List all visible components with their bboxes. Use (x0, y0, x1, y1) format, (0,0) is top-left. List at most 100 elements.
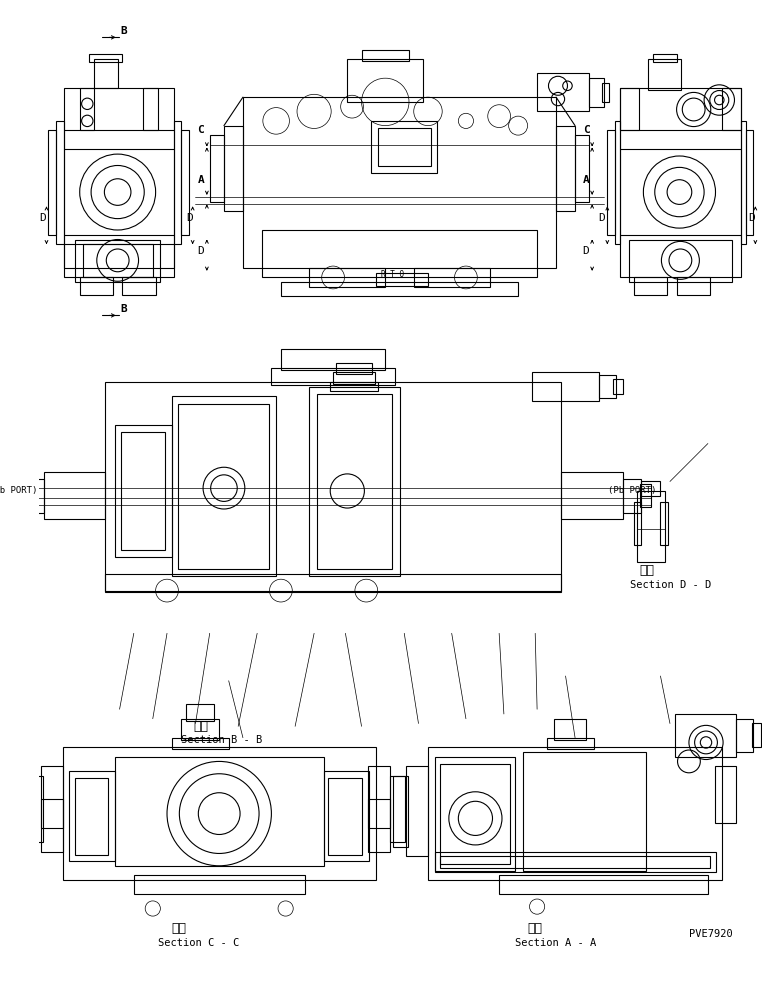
Bar (736, 719, 754, 752)
Bar (121, 432, 165, 550)
Bar (27, 776, 43, 843)
Bar (642, 481, 661, 496)
Bar (653, 54, 677, 62)
Bar (49, 131, 56, 235)
Bar (115, 424, 171, 558)
Bar (602, 82, 610, 102)
Bar (637, 491, 665, 562)
Bar (336, 363, 372, 374)
Bar (181, 131, 189, 235)
Bar (746, 131, 754, 235)
Bar (41, 799, 62, 828)
Text: R T O: R T O (380, 270, 404, 280)
Bar (75, 778, 108, 855)
Bar (115, 757, 324, 866)
Bar (677, 278, 710, 295)
Text: (Pb PORT): (Pb PORT) (0, 486, 37, 495)
Bar (639, 484, 651, 507)
Bar (186, 704, 214, 721)
Bar (271, 367, 395, 385)
Bar (174, 121, 181, 245)
Text: Section C - C: Section C - C (158, 938, 239, 948)
Bar (589, 79, 604, 107)
Text: A: A (197, 175, 204, 185)
Bar (80, 87, 94, 131)
Bar (262, 230, 537, 278)
Bar (309, 268, 386, 287)
Bar (178, 404, 270, 569)
Bar (56, 121, 63, 245)
Bar (82, 245, 152, 278)
Bar (89, 54, 123, 62)
Bar (105, 382, 561, 590)
Text: B: B (120, 303, 127, 313)
Bar (533, 372, 599, 401)
Bar (368, 799, 390, 828)
Text: D: D (39, 212, 46, 223)
Bar (62, 747, 376, 880)
Bar (15, 484, 27, 507)
Bar (620, 87, 639, 131)
Bar (393, 776, 408, 846)
Bar (171, 396, 276, 576)
Bar (634, 503, 642, 545)
Bar (722, 87, 741, 131)
Bar (440, 764, 510, 864)
Bar (224, 126, 243, 211)
Bar (615, 121, 620, 245)
Bar (546, 737, 594, 749)
Bar (537, 74, 589, 111)
Text: Section D - D: Section D - D (630, 579, 712, 590)
Bar (620, 87, 741, 278)
Bar (80, 278, 113, 295)
Bar (43, 472, 105, 519)
Bar (561, 472, 623, 519)
Bar (428, 747, 722, 880)
Text: 断面: 断面 (194, 720, 209, 734)
Bar (281, 282, 518, 297)
Bar (317, 394, 392, 569)
Bar (554, 719, 587, 739)
Text: (Pb PORT): (Pb PORT) (608, 486, 657, 495)
Bar (105, 574, 561, 591)
Bar (715, 766, 736, 823)
Bar (414, 268, 490, 287)
Bar (328, 778, 361, 855)
Bar (347, 59, 423, 102)
Bar (556, 126, 575, 211)
Bar (281, 349, 386, 369)
Bar (361, 50, 409, 61)
Bar (94, 59, 117, 87)
Bar (8, 488, 17, 504)
Text: A: A (583, 175, 589, 185)
Text: D: D (583, 246, 589, 255)
Text: Section B - B: Section B - B (181, 736, 262, 745)
Bar (648, 59, 681, 89)
Bar (623, 478, 642, 513)
Bar (406, 766, 428, 856)
Text: D: D (598, 212, 604, 223)
Text: D: D (186, 212, 193, 223)
Text: PVE7920: PVE7920 (689, 929, 733, 939)
Bar (575, 136, 589, 201)
Bar (134, 875, 305, 895)
Bar (741, 121, 746, 245)
Bar (634, 278, 667, 295)
Bar (181, 719, 219, 739)
Bar (309, 387, 399, 576)
Bar (599, 375, 616, 398)
Bar (434, 757, 515, 871)
Bar (368, 766, 390, 851)
Bar (607, 131, 615, 235)
Bar (376, 273, 428, 286)
Bar (390, 776, 405, 843)
Bar (243, 97, 556, 268)
Text: 断面: 断面 (527, 922, 543, 935)
Text: C: C (583, 126, 589, 136)
Text: C: C (197, 126, 204, 136)
Text: D: D (749, 212, 755, 223)
Text: B: B (120, 26, 127, 35)
Bar (371, 121, 437, 173)
Bar (613, 379, 623, 394)
Bar (629, 240, 732, 282)
